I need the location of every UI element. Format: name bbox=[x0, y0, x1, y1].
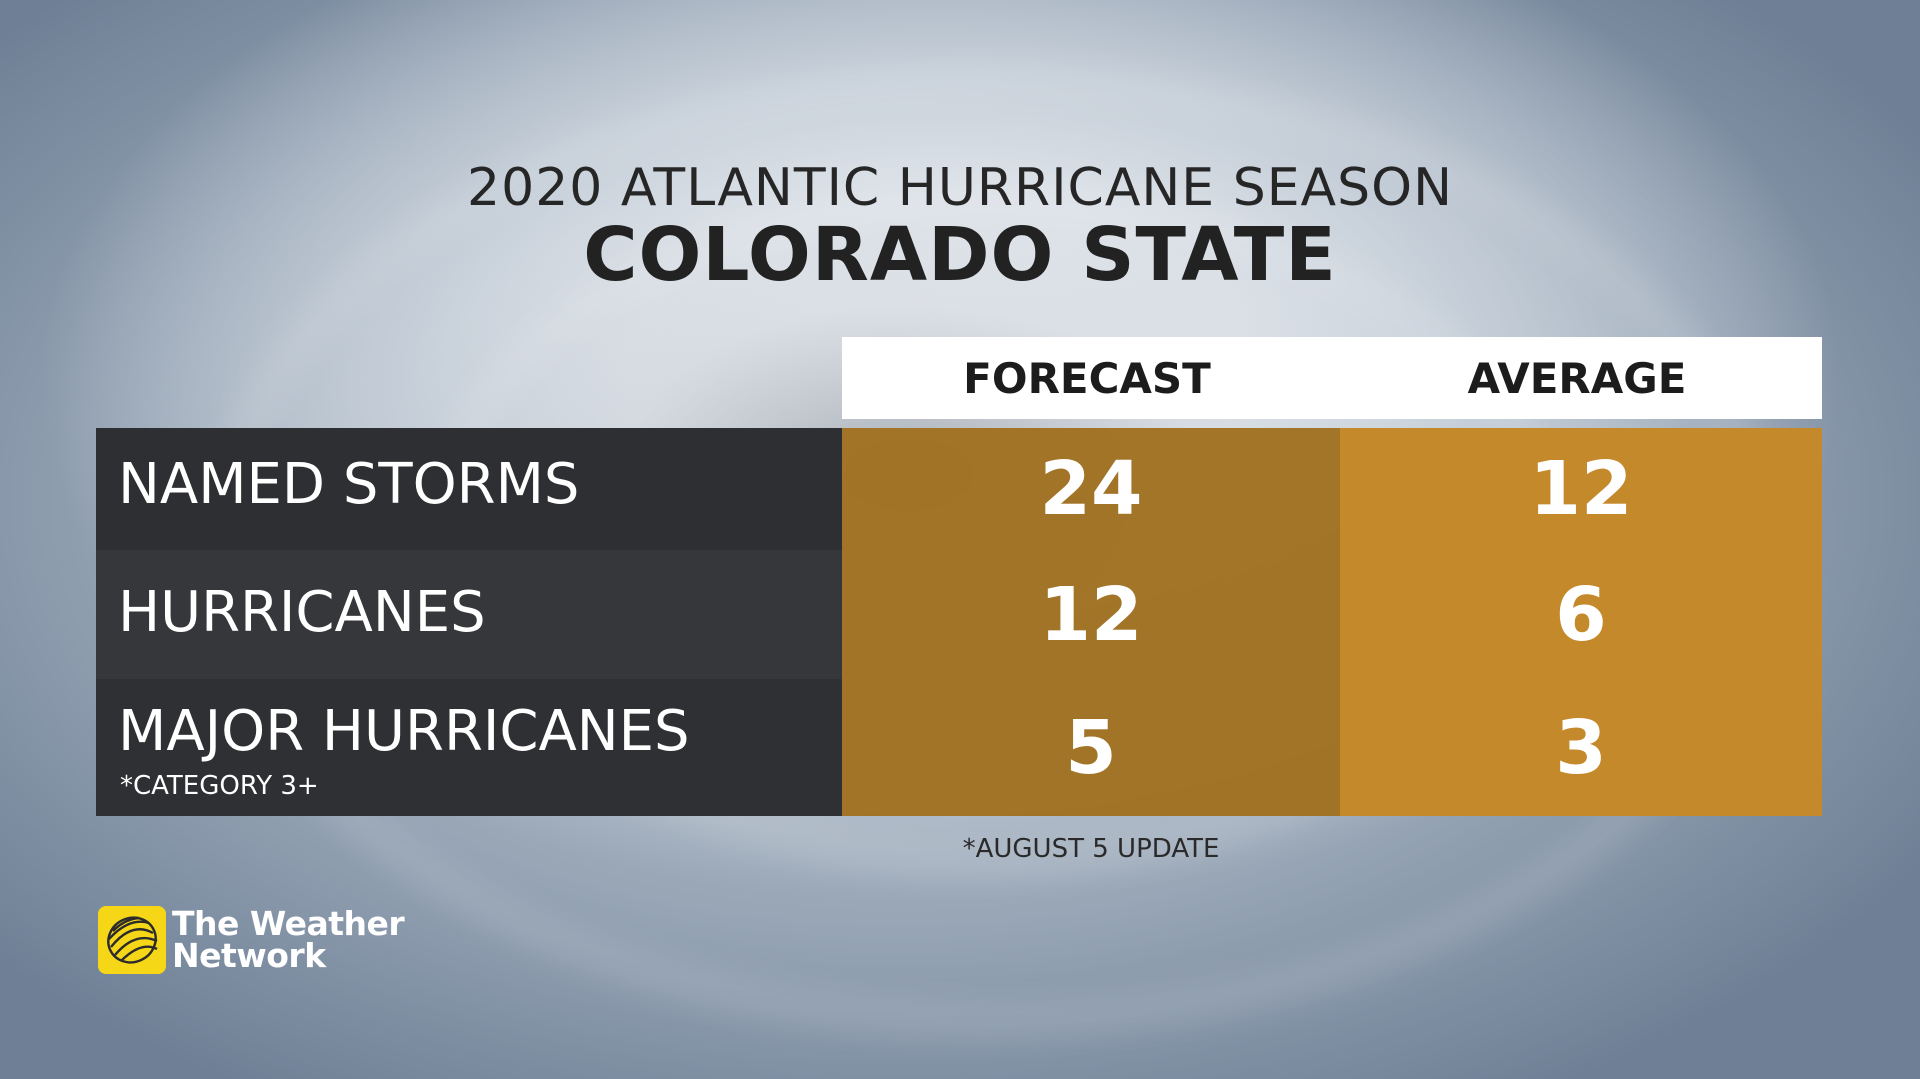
row-label: NAMED STORMS bbox=[118, 452, 580, 517]
page-title: COLORADO STATE bbox=[583, 212, 1337, 298]
row-label-cell: MAJOR HURRICANES *CATEGORY 3+ bbox=[96, 679, 842, 816]
row-label: MAJOR HURRICANES bbox=[118, 699, 690, 764]
page-subtitle: 2020 ATLANTIC HURRICANE SEASON bbox=[467, 158, 1453, 218]
forecast-value: 24 bbox=[842, 428, 1340, 550]
forecast-value: 5 bbox=[842, 679, 1340, 816]
row-label-cell: NAMED STORMS bbox=[96, 428, 842, 550]
table-row-named-storms: NAMED STORMS 24 12 bbox=[96, 428, 1822, 550]
brand-line2: Network bbox=[172, 936, 326, 975]
brand-line1: The Weather bbox=[172, 904, 405, 943]
row-label-cell: HURRICANES bbox=[96, 550, 842, 679]
column-header-average: AVERAGE bbox=[1467, 353, 1687, 403]
forecast-table: NAMED STORMS 24 12 HURRICANES 12 6 MAJOR… bbox=[96, 428, 1822, 816]
category-note: *CATEGORY 3+ bbox=[120, 771, 319, 801]
column-header-bar: FORECAST AVERAGE bbox=[842, 337, 1822, 419]
update-footnote: *AUGUST 5 UPDATE bbox=[962, 834, 1220, 864]
globe-icon bbox=[98, 906, 166, 974]
column-header-forecast: FORECAST bbox=[963, 353, 1211, 403]
average-value: 3 bbox=[1340, 679, 1822, 816]
table-row-major-hurricanes: MAJOR HURRICANES *CATEGORY 3+ 5 3 bbox=[96, 679, 1822, 816]
table-row-hurricanes: HURRICANES 12 6 bbox=[96, 550, 1822, 679]
row-label: HURRICANES bbox=[118, 580, 486, 645]
average-value: 12 bbox=[1340, 428, 1822, 550]
average-value: 6 bbox=[1340, 550, 1822, 679]
brand-logo: The Weather Network bbox=[98, 904, 405, 975]
brand-wordmark: The Weather Network bbox=[172, 904, 405, 975]
forecast-value: 12 bbox=[842, 550, 1340, 679]
